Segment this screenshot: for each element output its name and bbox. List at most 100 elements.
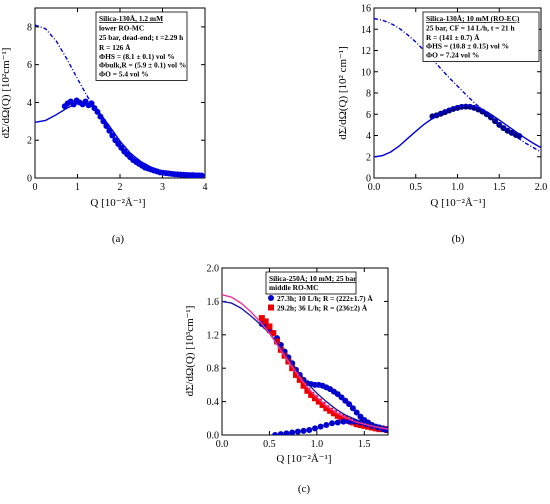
chart-panel-3: 0.0 0.5 1.0 1.5 0.0 0.4 0.8 1.2 1.6 2.0 Q [10⁻²Å⁻¹… [184, 264, 389, 495]
y-tick-label: 10 [361, 67, 371, 78]
x-tick-label: 0.0 [368, 182, 381, 193]
data-point [277, 431, 284, 435]
y-tick-label: 4 [27, 98, 32, 109]
data-point [283, 430, 290, 435]
panel-label: (b) [452, 233, 465, 245]
x-tick-label: 1.0 [311, 439, 324, 450]
chart-panel-1: 0 1 2 3 4 0 2 4 6 8 Q [10⁻²Å⁻¹] dΣ/dΩ(Q) [10²cm⁻¹] S… [0, 7, 208, 245]
model-curve-solid [35, 102, 205, 177]
x-tick-label: 0 [33, 182, 38, 193]
annotation-line: ΦHS = (10.8 ± 0.15) vol % [426, 42, 509, 51]
data-point [323, 421, 330, 428]
y-axis-label: dΣ/dΩ(Q) [10² cm⁻¹] [337, 46, 349, 140]
y-tick-label: 12 [361, 46, 371, 57]
x-axis-label: Q [10⁻²Å⁻¹] [276, 453, 331, 465]
y-tick-label: 2 [366, 152, 371, 163]
data-point [308, 391, 315, 398]
annotation-line: ΦO = 5.4 vol % [99, 70, 149, 79]
data-point [353, 421, 360, 428]
data-point [296, 376, 303, 383]
data-point [327, 407, 334, 414]
data-point [492, 118, 499, 125]
annotation-line: 25 bar, dead-end; t =2.29 h [99, 33, 183, 42]
annotation-line: R = (141 ± 0.7) Å [426, 33, 480, 42]
data-point [304, 387, 311, 394]
data-point [349, 405, 356, 412]
annotation-line: lower RO-MC [99, 24, 144, 33]
y-tick-label: 0 [366, 174, 371, 185]
y-tick-label: 8 [366, 89, 371, 100]
annotation-line: 25 bar, CF = 14 L/h, t = 21 h [426, 24, 515, 33]
annotation-line: middle RO-MC [269, 283, 318, 292]
x-tick-label: 1 [75, 182, 80, 193]
annotation-box: Silica-130Å; 10 mM (RO-EC)25 bar, CF = 1… [422, 11, 540, 62]
data-point [315, 398, 322, 405]
data-point [317, 423, 324, 430]
plot-area [35, 24, 205, 178]
annotation-line: R = 126 Å [99, 43, 131, 52]
y-tick-label: 1.6 [207, 297, 220, 308]
annotation-line: ΦO = 7.24 vol % [426, 51, 479, 60]
data-point [323, 405, 330, 412]
y-tick-label: 8 [27, 22, 32, 33]
model-curve-solid [374, 104, 541, 158]
y-tick-label: 6 [27, 60, 32, 71]
annotation-frame [265, 271, 357, 295]
legend-label: 29.2h; 36 L/h; R = (236±2) Å [277, 304, 368, 313]
y-tick-label: 1.2 [207, 330, 220, 341]
y-tick-label: 16 [361, 4, 371, 15]
data-point [272, 432, 279, 435]
data-point [334, 419, 341, 426]
data-point [353, 409, 360, 416]
x-tick-label: 2.0 [535, 182, 548, 193]
legend-label: 27.3h; 10 L/h; R = (222±1.7) Å [277, 294, 373, 303]
panel-label: (a) [112, 233, 125, 245]
plot-area [222, 294, 388, 435]
y-tick-label: 14 [361, 25, 371, 36]
model-curve-dashdot [374, 17, 541, 153]
data-point [334, 412, 341, 419]
x-tick-label: 0.5 [263, 439, 276, 450]
legend: 27.3h; 10 L/h; R = (222±1.7) Å29.2h; 36 … [268, 294, 373, 313]
annotation-frame [422, 11, 540, 62]
legend-marker [268, 295, 274, 301]
model-curve-solid [222, 300, 388, 429]
x-tick-label: 1.0 [451, 182, 464, 193]
model-curve-solid [222, 294, 388, 430]
data-point [289, 429, 296, 435]
x-tick-label: 0.5 [410, 182, 423, 193]
y-tick-label: 6 [366, 110, 371, 121]
y-tick-label: 0.0 [207, 431, 220, 442]
data-point [289, 365, 296, 372]
y-tick-label: 2 [27, 136, 32, 147]
data-point [319, 401, 326, 408]
data-point [262, 318, 269, 325]
x-tick-label: 1.5 [493, 182, 506, 193]
data-point [365, 423, 372, 430]
data-point [109, 132, 116, 139]
data-point [329, 420, 336, 427]
data-point [311, 395, 318, 402]
data-point [346, 401, 353, 408]
y-tick-label: 0.4 [207, 397, 220, 408]
x-axis-label: Q [10⁻²Å⁻¹] [90, 197, 145, 209]
data-point [270, 330, 277, 337]
data-point [330, 410, 337, 417]
chart-panel-2: 0.0 0.5 1.0 1.5 2.0 0 2 4 6 8 10 12 14 16 Q [10⁻²Å⁻¹] d… [337, 4, 547, 246]
y-axis-label: dΣ/dΩ(Q) [10²cm⁻¹] [0, 48, 12, 139]
model-curve-dashdot [35, 24, 205, 177]
annotation-frame [95, 11, 188, 81]
annotation-line: Silica-130Å; 10 mM (RO-EC) [426, 14, 520, 23]
data-point [338, 414, 345, 421]
data-point [300, 427, 307, 434]
annotation-line: Silica-250Å; 10 mM; 25 bar [269, 274, 357, 283]
x-tick-label: 0.0 [216, 439, 229, 450]
legend-marker [268, 304, 274, 311]
data-point [342, 416, 349, 423]
y-tick-label: 0 [27, 174, 32, 185]
plot-area [374, 17, 541, 158]
data-point [306, 426, 313, 433]
